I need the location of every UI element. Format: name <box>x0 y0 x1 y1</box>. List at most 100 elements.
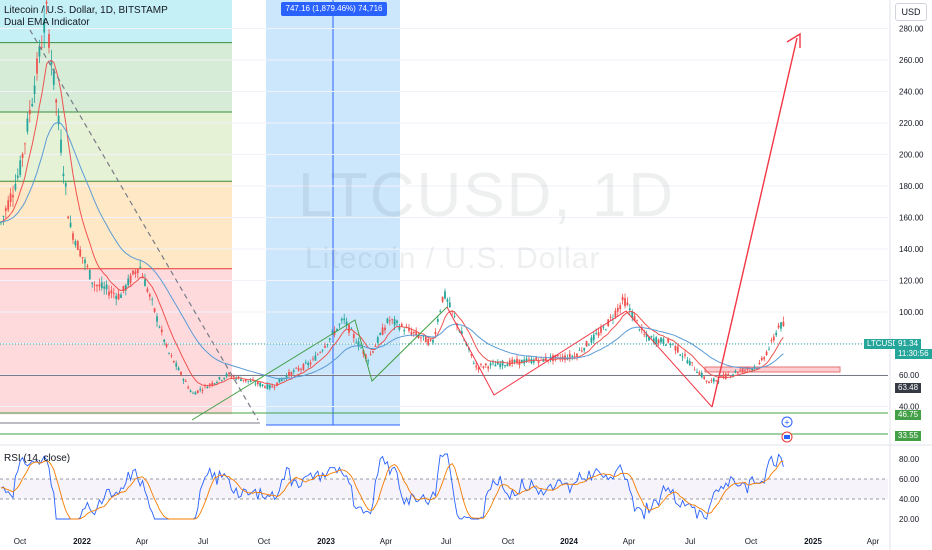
candle-body <box>127 278 130 286</box>
candle-body <box>619 305 622 309</box>
candle-body <box>760 357 763 361</box>
candle-body <box>93 284 96 286</box>
candle-body <box>604 329 607 331</box>
candle-body <box>115 295 118 300</box>
candle-body <box>148 294 151 297</box>
candle-body <box>175 363 178 367</box>
indicator-name[interactable]: Dual EMA Indicator <box>4 17 90 28</box>
flag-marker-fill-icon <box>784 435 790 439</box>
chart-title[interactable]: Litecoin / U.S. Dollar, 1D, BITSTAMP <box>4 5 168 16</box>
candle-body <box>374 346 377 347</box>
candle-body <box>756 368 758 370</box>
candle-body <box>429 339 432 341</box>
candle-body <box>549 356 552 361</box>
candle-body <box>79 249 82 257</box>
candle-body <box>600 327 602 333</box>
candle-body <box>9 193 12 202</box>
candle-body <box>237 376 240 378</box>
candle-body <box>55 99 58 103</box>
candle-body <box>460 331 463 335</box>
last-price-tag: 91.34 <box>895 339 922 349</box>
event-marker-icon <box>781 416 793 428</box>
candle-body <box>16 175 19 178</box>
candle-body <box>134 271 137 275</box>
candle-body <box>328 338 331 340</box>
candle-body <box>232 376 235 378</box>
candle-body <box>196 390 199 393</box>
candle-body <box>700 372 703 378</box>
candle-body <box>276 382 278 386</box>
candle-body <box>129 275 132 283</box>
candle-body <box>112 293 115 295</box>
candle-body <box>609 316 612 318</box>
candle-body <box>511 359 514 364</box>
candle-body <box>216 381 218 384</box>
time-tick-label: Oct <box>745 537 758 546</box>
candle-body <box>336 328 338 331</box>
candle-body <box>108 291 110 296</box>
candle-body <box>535 357 538 361</box>
candle-body <box>768 348 770 350</box>
candle-body <box>38 46 41 57</box>
candle-body <box>52 68 55 85</box>
green-wave-lines <box>191 306 448 421</box>
candle-body <box>633 316 636 322</box>
candle-body <box>489 363 492 366</box>
candle-body <box>194 392 197 395</box>
candle-body <box>228 373 230 375</box>
time-tick-label: Apr <box>867 537 880 546</box>
candle-body <box>415 331 418 336</box>
candle-body <box>244 379 247 382</box>
candle-body <box>340 318 343 321</box>
candle-body <box>201 390 204 391</box>
time-tick-label: Jul <box>198 537 208 546</box>
candle-body <box>590 337 593 343</box>
rsi-tick-label: 20.00 <box>899 515 920 524</box>
candle-body <box>76 241 79 250</box>
candle-body <box>338 324 341 325</box>
candle-body <box>573 355 576 359</box>
candle-body <box>655 337 658 344</box>
candle-body <box>595 333 598 335</box>
candle-body <box>592 334 595 341</box>
price-tick-label: 280.00 <box>899 25 924 34</box>
candle-body <box>398 327 401 330</box>
candle-body <box>367 360 370 362</box>
candle-body <box>268 384 271 389</box>
candle-body <box>343 318 346 321</box>
price-tick-label: 180.00 <box>899 182 924 191</box>
time-tick-label: Oct <box>502 537 515 546</box>
candle-body <box>163 339 166 342</box>
rsi-label[interactable]: RSI (14, close) <box>4 453 71 464</box>
time-tick-label: 2022 <box>73 537 91 546</box>
candle-body <box>484 363 487 366</box>
candle-body <box>412 331 415 334</box>
currency-button[interactable]: USD <box>895 3 927 21</box>
price-tick-label: 240.00 <box>899 88 924 97</box>
candle-body <box>751 368 754 371</box>
candle-body <box>669 343 672 346</box>
candle-body <box>62 173 65 177</box>
candle-body <box>657 339 660 344</box>
candle-body <box>110 290 113 294</box>
candle-body <box>319 352 322 353</box>
candle-body <box>31 103 34 106</box>
candle-body <box>422 335 425 337</box>
candle-body <box>480 364 482 366</box>
candle-body <box>43 19 46 33</box>
candle-body <box>576 353 578 358</box>
price-tick-label: 220.00 <box>899 119 924 128</box>
candle-body <box>146 288 149 292</box>
time-tick-label: Apr <box>380 537 393 546</box>
candle-body <box>446 299 449 302</box>
candle-body <box>321 350 324 352</box>
candle-body <box>151 299 154 301</box>
price-tick-label: 200.00 <box>899 151 924 160</box>
candle-body <box>304 362 307 364</box>
rsi-tick-label: 60.00 <box>899 475 920 484</box>
candle-body <box>626 302 629 305</box>
candle-body <box>741 368 744 373</box>
candle-body <box>712 378 715 382</box>
